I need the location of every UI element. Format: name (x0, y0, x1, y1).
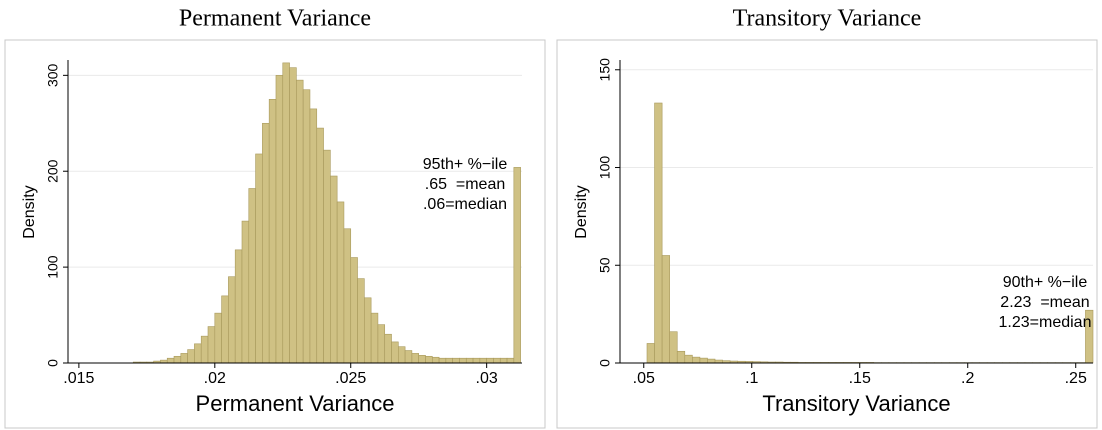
bar (166, 357, 175, 364)
bar (425, 355, 433, 364)
x-tick-label: .05 (633, 370, 655, 387)
bar (234, 249, 243, 364)
bar (479, 357, 487, 364)
chart-title: Transitory Variance (733, 6, 922, 32)
bar (472, 357, 481, 364)
bar (438, 357, 447, 364)
x-axis-label: Transitory Variance (762, 391, 950, 416)
bar (357, 278, 365, 364)
x-tick-label: .03 (476, 370, 498, 387)
bar (676, 350, 686, 364)
bar (669, 331, 678, 364)
bar (302, 89, 311, 364)
bar (506, 357, 515, 364)
annotation: 90th+ %−ile (1003, 274, 1088, 291)
bar (377, 324, 386, 364)
bar (207, 326, 216, 364)
x-tick-label: .015 (63, 370, 94, 387)
y-axis-label: Density (573, 185, 590, 238)
bar (445, 357, 453, 364)
annotation: 2.23 =mean (1000, 294, 1089, 311)
bar (404, 350, 413, 364)
x-tick-label: .025 (335, 370, 366, 387)
y-tick-label: 0 (597, 359, 613, 367)
bar (707, 358, 716, 364)
x-tick-label: .25 (1065, 370, 1087, 387)
bar (336, 201, 345, 364)
bar (262, 122, 270, 364)
x-tick-label: .02 (204, 370, 226, 387)
bar (350, 257, 358, 364)
bar (654, 102, 663, 364)
bar (221, 295, 229, 364)
bar (499, 357, 508, 364)
y-tick-label: 300 (45, 63, 61, 87)
bar (289, 67, 297, 364)
bar (486, 357, 494, 364)
bar (330, 175, 338, 364)
bar (282, 62, 290, 364)
bar (255, 153, 263, 364)
bar (180, 353, 188, 364)
bar (200, 335, 209, 364)
bar (241, 220, 250, 364)
bar (309, 108, 318, 364)
x-axis-label: Permanent Variance (196, 391, 395, 416)
bar (493, 357, 501, 364)
y-tick-label: 100 (45, 255, 61, 279)
bar (418, 355, 426, 364)
bar (296, 79, 304, 364)
bar (459, 357, 467, 364)
y-tick-label: 100 (597, 156, 613, 180)
bar (513, 167, 521, 364)
bar (316, 127, 324, 364)
bar (268, 99, 277, 364)
chart-title: Permanent Variance (179, 6, 371, 32)
y-axis-label: Density (21, 185, 38, 238)
x-tick-label: .15 (849, 370, 871, 387)
bar (646, 343, 655, 364)
annotation: 95th+ %−ile (423, 156, 508, 173)
bar (692, 356, 701, 364)
y-tick-label: 200 (45, 159, 61, 183)
x-tick-label: .2 (961, 370, 974, 387)
bar (248, 188, 256, 364)
annotation: 1.23=median (999, 314, 1092, 331)
x-tick-label: .1 (745, 370, 758, 387)
bar (699, 357, 708, 364)
bar (370, 312, 379, 364)
bar (661, 255, 670, 364)
annotation: .65 =mean (425, 176, 506, 193)
bar (343, 228, 352, 364)
bar (465, 357, 474, 364)
bar (452, 357, 460, 364)
bar (323, 149, 331, 364)
y-tick-label: 50 (597, 257, 613, 273)
bar (194, 343, 202, 364)
bar (228, 276, 236, 364)
bar (384, 333, 392, 364)
bar (391, 341, 399, 364)
annotation: .06=median (423, 196, 507, 213)
bar (214, 312, 222, 364)
bar (173, 355, 182, 364)
bar (187, 349, 195, 364)
bar (431, 356, 440, 364)
bar (684, 354, 693, 364)
bar (364, 297, 372, 364)
bar (411, 353, 419, 364)
y-tick-label: 150 (597, 58, 613, 82)
bar (398, 346, 406, 364)
bar (275, 75, 284, 364)
y-tick-label: 0 (45, 359, 61, 367)
